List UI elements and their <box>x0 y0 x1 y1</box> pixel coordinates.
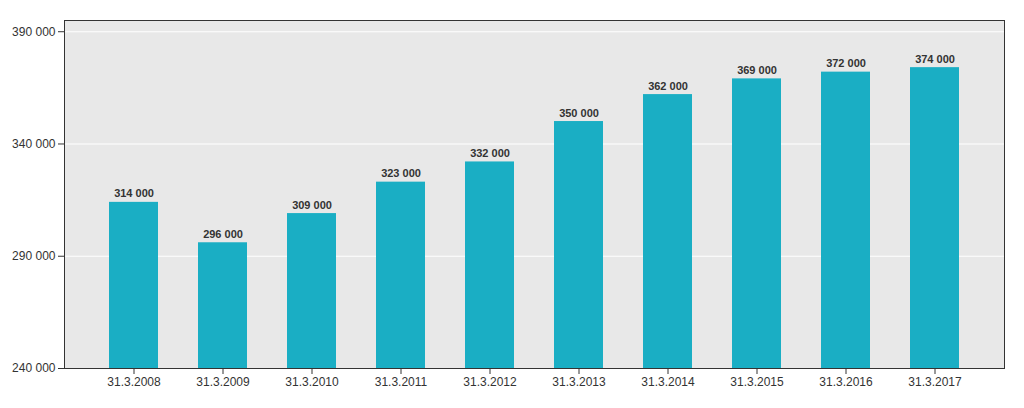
svg-text:374 000: 374 000 <box>915 53 955 65</box>
svg-text:309 000: 309 000 <box>292 199 332 211</box>
svg-text:369 000: 369 000 <box>737 64 777 76</box>
svg-text:314 000: 314 000 <box>114 187 154 199</box>
svg-text:31.3.2008: 31.3.2008 <box>107 375 161 389</box>
svg-text:332 000: 332 000 <box>470 147 510 159</box>
svg-text:31.3.2013: 31.3.2013 <box>552 375 606 389</box>
svg-text:31.3.2017: 31.3.2017 <box>908 375 962 389</box>
svg-text:31.3.2010: 31.3.2010 <box>285 375 339 389</box>
svg-text:340 000: 340 000 <box>12 137 56 151</box>
svg-text:240 000: 240 000 <box>12 361 56 375</box>
svg-text:31.3.2016: 31.3.2016 <box>819 375 873 389</box>
svg-text:31.3.2009: 31.3.2009 <box>196 375 250 389</box>
svg-text:372 000: 372 000 <box>826 57 866 69</box>
svg-text:390 000: 390 000 <box>12 25 56 39</box>
svg-text:31.3.2014: 31.3.2014 <box>641 375 695 389</box>
svg-text:323 000: 323 000 <box>381 167 421 179</box>
svg-text:31.3.2012: 31.3.2012 <box>463 375 517 389</box>
svg-text:31.3.2015: 31.3.2015 <box>730 375 784 389</box>
svg-text:290 000: 290 000 <box>12 249 56 263</box>
svg-text:31.3.2011: 31.3.2011 <box>375 375 428 389</box>
svg-text:296 000: 296 000 <box>203 228 243 240</box>
svg-text:350 000: 350 000 <box>559 107 599 119</box>
svg-text:362 000: 362 000 <box>648 80 688 92</box>
